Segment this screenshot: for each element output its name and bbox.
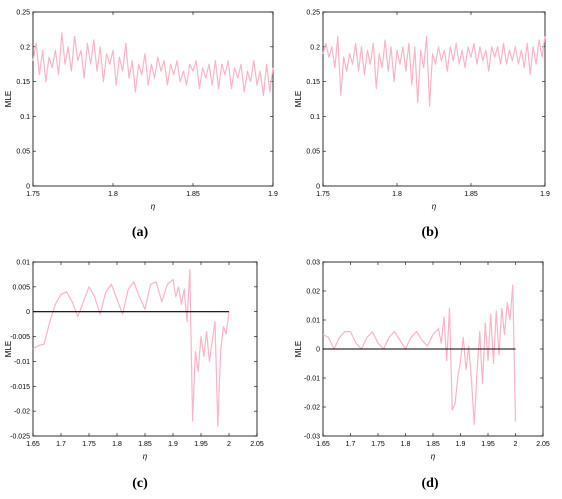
x-tick-label: 1.65 [316,441,330,448]
plot-frame [32,11,274,187]
x-tick-label: 1.8 [108,191,118,198]
y-axis-label: MLE [294,341,303,357]
y-tick-label: -0.025 [10,434,30,441]
x-tick-label: 2 [514,441,518,448]
y-tick-label: 0 [316,347,320,354]
panel-label: (d) [421,476,438,491]
y-tick-label: 0.15 [16,79,30,86]
y-tick-label: -0.03 [304,434,320,441]
series-line [322,35,546,107]
y-tick-label: 0.01 [306,318,320,325]
x-tick-label: 1.7 [56,441,66,448]
series-line [32,268,230,427]
panel-label: (c) [132,476,148,491]
x-axis-label: η [143,452,148,461]
y-tick-label: 0.2 [310,44,320,51]
x-tick-label: 1.85 [426,441,440,448]
y-tick-label: 0 [26,184,30,191]
y-tick-label: 0 [26,309,30,316]
x-tick-label: 1.85 [138,441,152,448]
panel-label: (a) [132,225,149,240]
x-tick-label: 1.9 [540,191,550,198]
x-axis-label: η [432,202,437,211]
x-tick-label: 1.85 [186,191,200,198]
x-axis-label: η [151,202,156,211]
y-tick-label: -0.02 [304,405,320,412]
y-tick-label: 0.02 [306,289,320,296]
x-tick-label: 1.65 [26,441,40,448]
plot-frame [322,11,546,187]
chart-panel-2: 1.75 1.8 1.85 1.9 0 0.05 0.1 0.15 0.2 0.25 MLE η (b) [294,10,550,241]
x-tick-label: 1.85 [464,191,478,198]
y-tick-label: 0.25 [16,10,30,17]
x-tick-label: 1.8 [401,441,411,448]
panel-label: (b) [421,225,438,240]
y-tick-label: 0.05 [306,149,320,156]
x-tick-label: 1.95 [481,441,495,448]
y-tick-label: -0.01 [14,359,30,366]
y-tick-label: -0.01 [304,376,320,383]
x-tick-label: 1.75 [82,441,96,448]
y-tick-label: 0.2 [20,44,30,51]
series-line [322,284,517,425]
y-axis-label: MLE [4,91,13,107]
x-tick-label: 1.75 [316,191,330,198]
x-tick-label: 2.05 [536,441,550,448]
y-tick-label: -0.005 [10,334,30,341]
y-tick-label: 0.1 [20,114,30,121]
x-tick-label: 1.75 [26,191,40,198]
x-tick-label: 1.7 [346,441,356,448]
series-line [32,32,274,97]
x-tick-label: 1.8 [392,191,402,198]
x-tick-label: 1.9 [456,441,466,448]
chart-panel-1: 1.75 1.8 1.85 1.9 0 0.05 0.1 0.15 0.2 0.25 MLE η (a) [4,10,278,241]
chart-panel-3: 1.65 1.7 1.75 1.8 1.85 1.9 1.95 2 2.05 -0.025 -0.0… [4,260,264,492]
y-tick-label: 0.05 [16,149,30,156]
y-tick-label: 0.1 [310,114,320,121]
y-tick-label: 0.15 [306,79,320,86]
y-axis-label: MLE [4,341,13,357]
y-tick-label: 0.25 [306,10,320,17]
x-tick-label: 2.05 [250,441,264,448]
plot-frame [32,261,258,437]
y-tick-label: 0 [316,184,320,191]
x-tick-label: 1.8 [112,441,122,448]
y-tick-label: 0.03 [306,260,320,267]
x-tick-label: 1.9 [268,191,278,198]
y-tick-label: 0.005 [12,284,30,291]
y-axis-label: MLE [294,91,303,107]
y-tick-label: -0.015 [10,384,30,391]
y-tick-label: 0.01 [16,260,30,267]
x-tick-label: 1.75 [371,441,385,448]
x-tick-label: 1.95 [194,441,208,448]
x-axis-label: η [431,452,436,461]
x-tick-label: 1.9 [168,441,178,448]
x-tick-label: 2 [227,441,231,448]
chart-panel-4: 1.65 1.7 1.75 1.8 1.85 1.9 1.95 2 2.05 -0.03 -0.02… [294,260,550,492]
y-tick-label: -0.02 [14,409,30,416]
